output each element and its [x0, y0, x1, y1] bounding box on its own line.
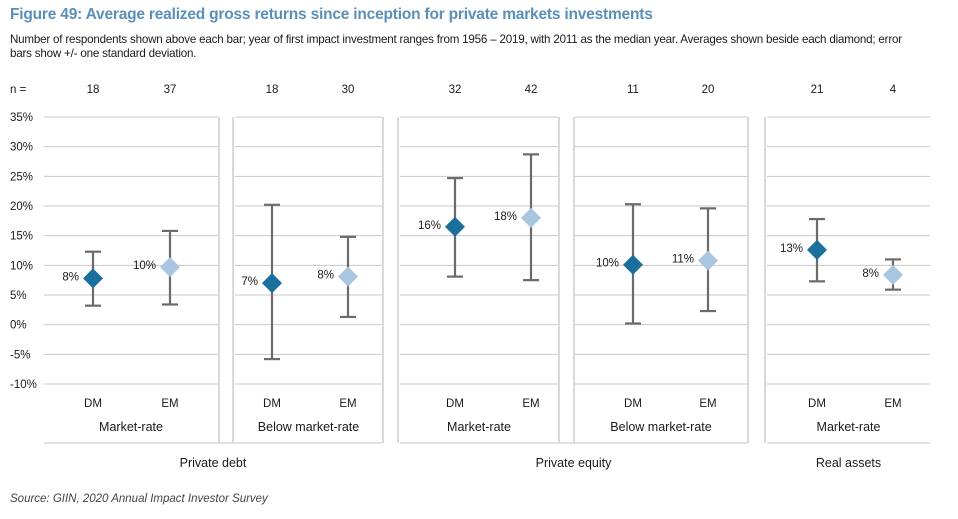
mean-marker-em [698, 250, 718, 271]
mean-marker-dm [445, 216, 465, 237]
n-count: 18 [87, 84, 100, 96]
y-tick-label: 20% [10, 201, 33, 213]
panel-label: Below market-rate [610, 420, 711, 434]
mean-value-label: 10% [596, 258, 619, 270]
n-count: 32 [449, 84, 462, 96]
panel-label: Market-rate [99, 420, 163, 434]
group-label: Private equity [536, 456, 612, 470]
mean-marker-em [160, 257, 180, 278]
chart-subtitle: Number of respondents shown above each b… [10, 33, 902, 60]
category-label: EM [522, 398, 539, 410]
category-label: DM [446, 398, 464, 410]
n-count: 30 [342, 84, 355, 96]
category-label: DM [84, 398, 102, 410]
category-label: EM [161, 398, 178, 410]
category-label: DM [624, 398, 642, 410]
mean-marker-em [521, 207, 541, 228]
mean-value-label: 18% [494, 211, 517, 223]
mean-marker-em [883, 264, 903, 285]
mean-value-label: 8% [862, 268, 879, 280]
group-label: Real assets [816, 456, 881, 470]
y-tick-label: 10% [10, 260, 33, 272]
n-count: 20 [702, 84, 715, 96]
n-count: 21 [811, 84, 824, 96]
y-tick-label: 0% [10, 320, 27, 332]
category-label: EM [699, 398, 716, 410]
panel-label: Market-rate [817, 420, 881, 434]
category-label: DM [808, 398, 826, 410]
mean-value-label: 16% [418, 220, 441, 232]
y-tick-label: -5% [10, 349, 30, 361]
n-count: 18 [266, 84, 279, 96]
group-label: Private debt [180, 456, 247, 470]
panel-label: Market-rate [447, 420, 511, 434]
mean-marker-em [338, 266, 358, 287]
mean-value-label: 13% [780, 243, 803, 255]
category-label: DM [263, 398, 281, 410]
mean-value-label: 10% [133, 260, 156, 272]
n-count: 37 [164, 84, 177, 96]
mean-value-label: 7% [241, 276, 258, 288]
mean-marker-dm [83, 268, 103, 289]
y-tick-label: 35% [10, 112, 33, 124]
mean-marker-dm [807, 239, 827, 260]
y-tick-label: -10% [10, 379, 37, 391]
mean-value-label: 8% [317, 270, 334, 282]
n-count: 42 [525, 84, 538, 96]
y-tick-label: 15% [10, 231, 33, 243]
y-tick-label: 25% [10, 171, 33, 183]
n-count: 11 [627, 84, 639, 96]
mean-value-label: 11% [672, 254, 694, 266]
y-tick-label: 5% [10, 290, 27, 302]
y-tick-label: 30% [10, 142, 33, 154]
chart-title: Figure 49: Average realized gross return… [10, 6, 653, 23]
panel-label: Below market-rate [258, 420, 359, 434]
mean-value-label: 8% [62, 271, 79, 283]
n-label: n = [10, 84, 27, 96]
n-count: 4 [890, 84, 897, 96]
category-label: EM [884, 398, 901, 410]
source-note: Source: GIIN, 2020 Annual Impact Investo… [10, 493, 268, 505]
category-label: EM [339, 398, 356, 410]
mean-marker-dm [262, 273, 282, 294]
mean-marker-dm [623, 254, 643, 275]
